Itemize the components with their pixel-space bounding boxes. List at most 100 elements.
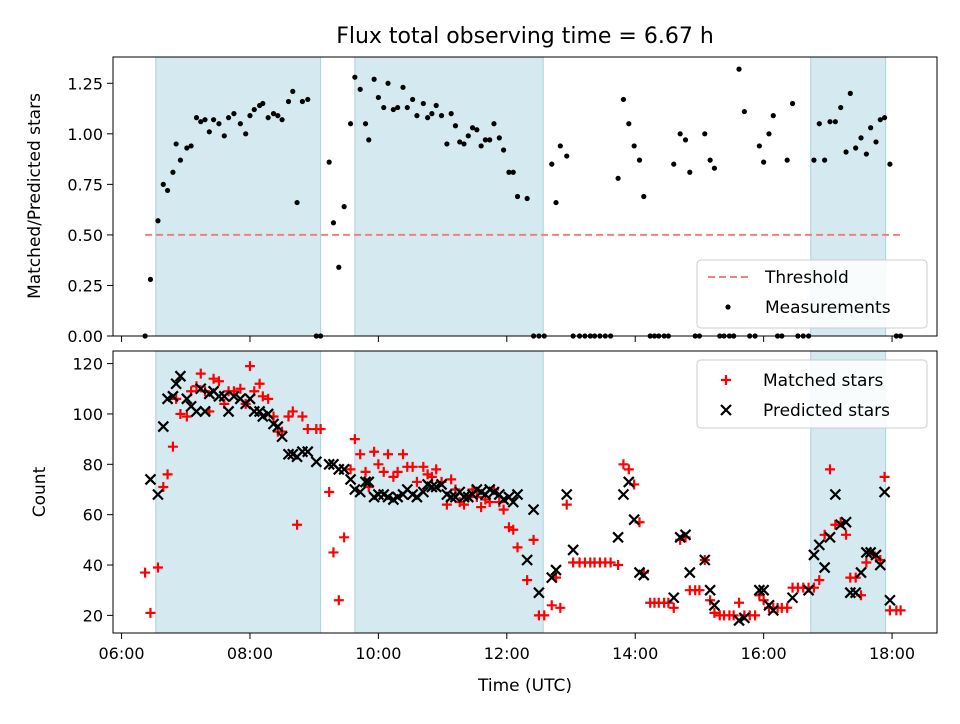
- matched-star-point: [476, 502, 487, 513]
- matched-star-point: [175, 408, 186, 419]
- legend-predicted-swatch: [720, 404, 732, 416]
- measurement-point: [452, 123, 459, 129]
- matched-stars-points: [140, 361, 906, 621]
- matched-star-point: [750, 610, 761, 621]
- predicted-star-point: [507, 496, 520, 508]
- measurement-point: [620, 96, 627, 103]
- predicted-star-point: [521, 554, 533, 566]
- bottom-y-ticks: 20 40 60 80 100 120: [72, 355, 113, 625]
- top-y-tick-label: 1.00: [67, 125, 103, 144]
- matched-star-point: [345, 464, 356, 475]
- matched-star-point: [315, 424, 326, 435]
- predicted-star-point: [870, 549, 882, 561]
- measurement-point: [243, 131, 249, 137]
- measurement-point: [188, 143, 194, 149]
- measurement-point: [395, 104, 401, 111]
- matched-star-point: [195, 368, 206, 379]
- measurement-point: [524, 195, 530, 202]
- predicted-star-point: [417, 486, 430, 498]
- bottom-x-tick-label: 16:00: [741, 644, 787, 663]
- predicted-star-point: [338, 463, 350, 476]
- measurement-point: [352, 74, 358, 80]
- bottom-y-tick-label: 80: [83, 455, 103, 474]
- predicted-star-point: [426, 481, 438, 493]
- measurement-point: [687, 169, 693, 175]
- measurement-point: [210, 117, 217, 123]
- measurement-point: [375, 94, 381, 101]
- matched-star-point: [528, 534, 539, 545]
- predicted-star-point: [878, 486, 891, 498]
- legend-predicted-label: Predicted stars: [763, 401, 890, 421]
- measurement-point: [496, 135, 502, 141]
- measurement-point: [216, 121, 222, 127]
- measurement-point: [305, 96, 311, 103]
- measurement-point: [438, 113, 445, 119]
- predicted-star-point: [157, 420, 170, 433]
- bottom-x-ticks: 06:00 08:00 10:00 12:00 14:00 16:00 18:00: [99, 633, 915, 663]
- measurement-point: [626, 121, 632, 127]
- matched-star-point: [292, 519, 303, 530]
- measurement-point: [789, 100, 796, 107]
- predicted-star-point: [860, 546, 873, 559]
- predicted-star-point: [699, 554, 711, 566]
- top-y-tick-label: 0.00: [67, 327, 103, 346]
- predicted-star-point: [435, 478, 448, 491]
- measurement-point: [164, 187, 171, 194]
- measurement-point: [155, 218, 161, 224]
- measurement-point: [500, 147, 507, 153]
- predicted-star-point: [612, 531, 624, 544]
- measurement-point: [294, 199, 300, 206]
- bottom-x-tick-label: 12:00: [484, 644, 530, 663]
- measurement-point: [822, 157, 828, 163]
- matched-star-point: [383, 449, 394, 460]
- matched-star-point: [522, 575, 533, 586]
- measurement-point: [420, 100, 426, 107]
- matched-star-point: [167, 441, 178, 452]
- predicted-star-point: [344, 473, 357, 486]
- matched-star-point: [140, 567, 151, 578]
- predicted-star-point: [545, 571, 558, 584]
- predicted-star-point: [818, 561, 831, 574]
- matched-star-point: [411, 476, 422, 487]
- matched-star-point: [360, 466, 371, 477]
- predicted-star-point: [824, 531, 836, 544]
- measurement-point: [225, 115, 232, 121]
- measurement-point: [336, 264, 342, 270]
- measurement-point: [231, 111, 237, 117]
- measurement-point: [615, 175, 621, 181]
- measurement-point: [160, 181, 166, 187]
- matched-star-point: [162, 469, 173, 480]
- measurement-point: [838, 104, 844, 111]
- matched-star-point: [508, 524, 519, 535]
- measurement-point: [326, 159, 332, 165]
- measurement-point: [877, 117, 883, 123]
- measurement-point: [366, 137, 372, 143]
- legend-box: [696, 259, 928, 329]
- measurement-point: [299, 98, 306, 105]
- figure-title: Flux total observing time = 6.67 h: [336, 24, 714, 49]
- measurement-point: [371, 76, 377, 82]
- measurement-point: [682, 137, 689, 143]
- measurement-point: [549, 161, 555, 167]
- matched-star-point: [814, 575, 825, 586]
- matched-star-point: [734, 597, 745, 608]
- matched-star-point: [618, 459, 629, 470]
- predicted-star-point: [323, 458, 335, 471]
- measurement-point: [707, 157, 713, 163]
- measurement-point: [341, 204, 347, 210]
- predicted-star-point: [550, 564, 562, 576]
- predicted-star-point: [228, 390, 240, 403]
- measurement-point: [631, 143, 637, 149]
- measurement-points: [142, 66, 904, 339]
- measurement-point: [887, 161, 893, 167]
- predicted-star-point: [533, 586, 545, 599]
- measurement-point: [641, 193, 647, 200]
- predicted-star-point: [199, 405, 211, 418]
- matched-star-point: [782, 602, 793, 613]
- measurement-point: [702, 131, 708, 137]
- measurement-point: [761, 159, 767, 165]
- matched-star-point: [895, 605, 906, 616]
- predicted-star-point: [628, 513, 640, 526]
- matched-star-point: [418, 461, 429, 472]
- matched-star-point: [546, 600, 557, 611]
